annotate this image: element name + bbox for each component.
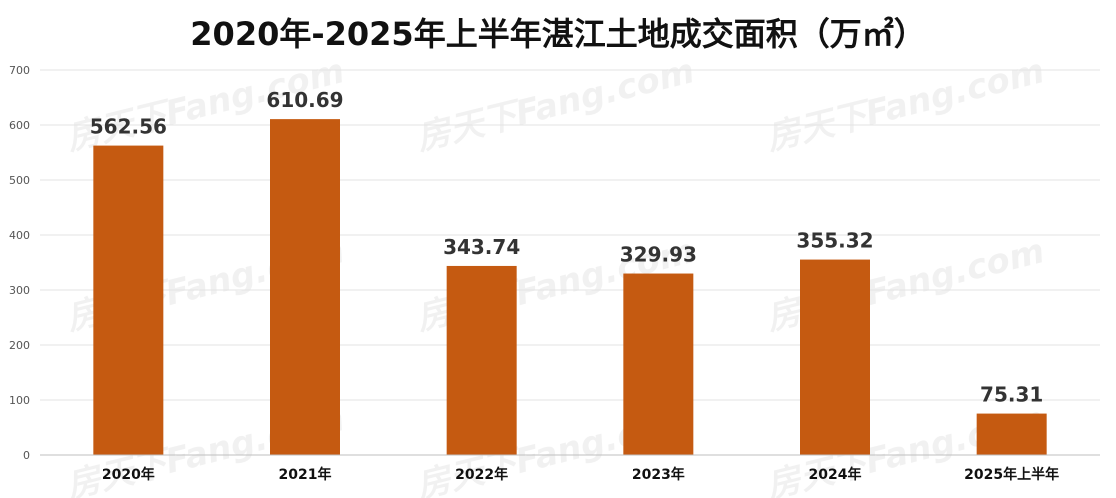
- watermark-text: 房天下Fang.com: [412, 51, 699, 159]
- y-tick-label: 700: [9, 64, 30, 77]
- bar-value-label: 75.31: [980, 383, 1043, 407]
- x-category-label: 2025年上半年: [964, 466, 1059, 483]
- bar-value-label: 562.56: [90, 115, 167, 139]
- bar: [93, 145, 164, 456]
- bar: [446, 265, 517, 455]
- bar: [623, 273, 694, 455]
- x-category-label: 2021年: [279, 466, 332, 483]
- bar-value-label: 355.32: [796, 229, 873, 253]
- y-tick-label: 500: [9, 174, 30, 187]
- y-tick-label: 600: [9, 119, 30, 132]
- bar: [270, 119, 340, 456]
- x-category-label: 2024年: [809, 466, 862, 483]
- watermark-text: 房天下Fang.com: [762, 51, 1049, 159]
- bar-value-label: 610.69: [266, 88, 343, 112]
- y-tick-label: 300: [9, 284, 30, 297]
- x-category-label: 2020年: [102, 466, 155, 483]
- bar: [800, 259, 870, 455]
- x-axis-categories: 2020年 2021年 2022年 2023年 2024年 2025年上半年: [102, 466, 1059, 483]
- y-tick-label: 100: [9, 394, 30, 407]
- y-axis-ticks: 0 100 200 300 400 500 600 700: [9, 64, 30, 462]
- bars: [93, 119, 1047, 456]
- bar-value-label: 343.74: [443, 235, 520, 259]
- y-tick-label: 200: [9, 339, 30, 352]
- x-category-label: 2023年: [632, 466, 685, 483]
- y-tick-label: 0: [23, 449, 30, 462]
- chart-title: 2020年-2025年上半年湛江土地成交面积（万㎡）: [190, 15, 925, 53]
- bar-value-label: 329.93: [620, 243, 697, 267]
- data-labels: 562.56 610.69 343.74 329.93 355.32 75.31: [90, 88, 1044, 406]
- gridlines: [40, 69, 1100, 401]
- x-category-label: 2022年: [455, 466, 508, 483]
- y-tick-label: 400: [9, 229, 30, 242]
- bar: [976, 413, 1047, 455]
- watermark-layer: 房天下Fang.com 房天下Fang.com 房天下Fang.com房天下Fang…: [62, 51, 1049, 498]
